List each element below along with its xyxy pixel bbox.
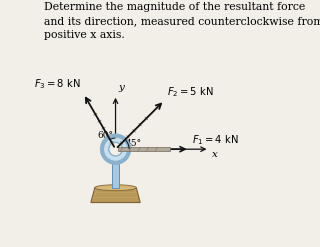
Text: 45°: 45°: [126, 139, 142, 147]
Text: x: x: [212, 150, 218, 159]
Ellipse shape: [95, 185, 136, 191]
Text: $F_1 = 4\ \mathrm{kN}$: $F_1 = 4\ \mathrm{kN}$: [192, 133, 239, 147]
Text: $F_3 = 8\ \mathrm{kN}$: $F_3 = 8\ \mathrm{kN}$: [34, 77, 81, 91]
Ellipse shape: [112, 157, 119, 160]
Bar: [118, 147, 170, 151]
Polygon shape: [91, 188, 140, 203]
Text: $F_2 = 5\ \mathrm{kN}$: $F_2 = 5\ \mathrm{kN}$: [167, 85, 213, 99]
Circle shape: [109, 142, 122, 156]
Text: 60°: 60°: [98, 131, 114, 140]
Bar: [112, 159, 119, 188]
Circle shape: [102, 136, 129, 163]
Text: Determine the magnitude of the resultant force
and its direction, measured count: Determine the magnitude of the resultant…: [44, 2, 320, 41]
Text: y: y: [118, 83, 124, 92]
